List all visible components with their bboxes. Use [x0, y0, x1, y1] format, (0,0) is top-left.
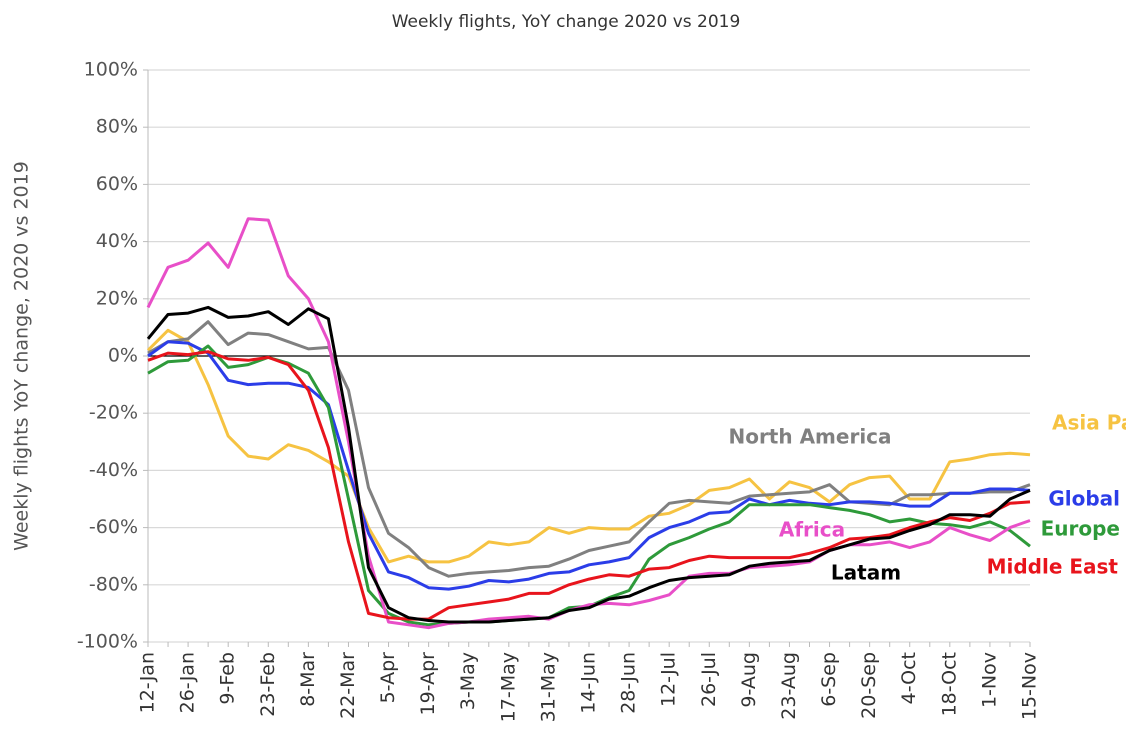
y-tick-label: -80%	[89, 573, 138, 595]
y-axis-label: Weekly flights YoY change, 2020 vs 2019	[11, 161, 33, 551]
series-line	[146, 328, 1031, 564]
series-label: North America	[728, 425, 891, 449]
x-tick-label: 23-Aug	[778, 652, 800, 720]
x-tick-label: 5-Apr	[377, 652, 399, 704]
series-line	[147, 340, 1031, 591]
x-tick-label: 17-May	[497, 652, 519, 722]
series-line	[146, 217, 1031, 630]
x-tick-label: 19-Apr	[417, 652, 439, 716]
x-tick-label: 14-Jun	[578, 652, 600, 714]
y-tick-label: 40%	[96, 230, 138, 252]
x-tick-label: 1-Nov	[978, 652, 1000, 708]
y-tick-label: 100%	[84, 59, 138, 81]
series-label: Global	[1048, 487, 1120, 511]
chart-title: Weekly flights, YoY change 2020 vs 2019	[392, 12, 741, 32]
x-tick-label: 23-Feb	[257, 652, 279, 717]
x-tick-label: 9-Feb	[217, 652, 239, 705]
series-line	[147, 350, 1031, 621]
series-label: Africa	[779, 518, 845, 542]
x-tick-label: 26-Jul	[698, 652, 720, 707]
x-tick-label: 4-Oct	[898, 652, 920, 704]
y-tick-label: 80%	[96, 116, 138, 138]
x-tick-label: 18-Oct	[938, 652, 960, 716]
x-tick-label: 12-Jul	[658, 652, 680, 707]
y-tick-label: -20%	[89, 402, 138, 424]
x-tick-label: 9-Aug	[738, 652, 760, 708]
series-label: Europe	[1041, 517, 1120, 541]
y-tick-label: -60%	[89, 516, 138, 538]
x-tick-label: 31-May	[537, 652, 559, 722]
series-label: Asia Pacific	[1052, 411, 1126, 435]
x-tick-label: 22-Mar	[337, 652, 359, 719]
x-tick-label: 8-Mar	[297, 652, 319, 707]
x-tick-label: 26-Jan	[177, 652, 199, 713]
y-tick-label: 0%	[108, 345, 138, 367]
x-tick-label: 3-May	[457, 652, 479, 710]
x-tick-label: 15-Nov	[1019, 652, 1041, 720]
y-tick-label: -40%	[89, 459, 138, 481]
series-label: Latam	[831, 561, 901, 585]
x-tick-label: 20-Sep	[858, 652, 880, 719]
x-tick-label: 12-Jan	[137, 652, 159, 713]
x-tick-label: 6-Sep	[818, 652, 840, 707]
y-tick-label: 60%	[96, 173, 138, 195]
series-line	[146, 305, 1031, 624]
x-tick-label: 28-Jun	[618, 652, 640, 714]
series-label: Middle East	[987, 555, 1119, 579]
y-tick-label: -100%	[77, 631, 138, 653]
y-tick-label: 20%	[96, 287, 138, 309]
